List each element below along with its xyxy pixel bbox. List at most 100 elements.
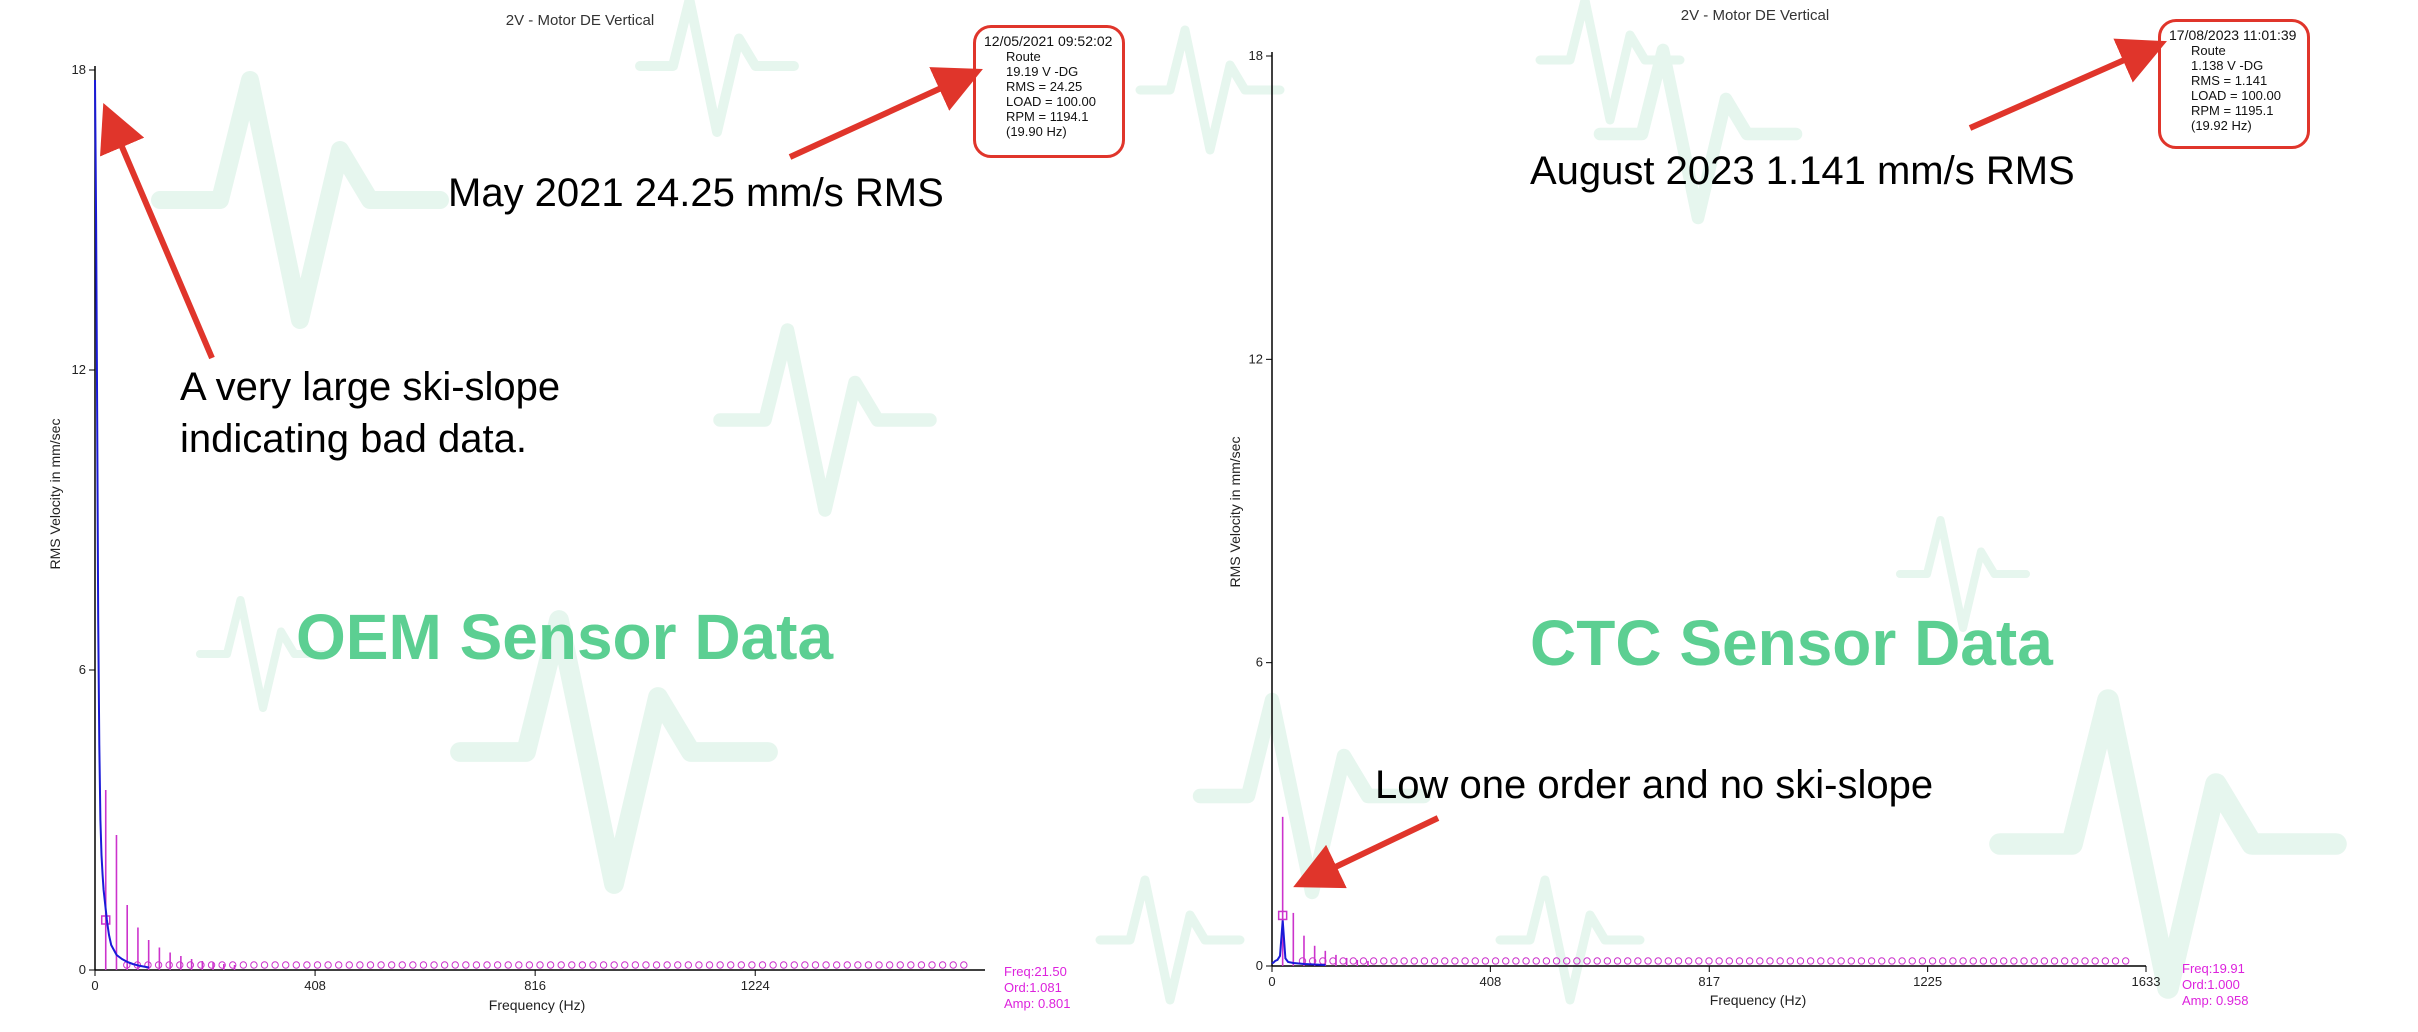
info-datetime: 12/05/2021 09:52:02 xyxy=(984,33,1113,49)
harmonic-marker xyxy=(557,961,565,969)
cursor-order: Ord:1.081 xyxy=(1004,980,1062,995)
note-annotation-line-1: A very large ski-slope xyxy=(180,365,561,409)
info-line: LOAD = 100.00 xyxy=(1006,94,1096,109)
harmonic-marker xyxy=(1542,957,1551,965)
measurement-info-box: 12/05/2021 09:52:02 Route 19.19 V -DG RM… xyxy=(973,25,1125,158)
harmonic-marker xyxy=(2060,957,2069,965)
spectrum-chart-ctc: 2V - Motor DE Vertical RMS Velocity in m… xyxy=(1227,7,2249,1008)
harmonic-marker xyxy=(1369,957,1378,965)
y-axis-label: RMS Velocity in mm/sec xyxy=(47,419,63,570)
y-tick-label: 0 xyxy=(1256,958,1263,973)
watermark-heartbeat xyxy=(1192,692,1432,900)
harmonic-marker xyxy=(875,961,883,969)
y-tick-label: 12 xyxy=(72,362,86,377)
harmonic-marker xyxy=(515,961,523,969)
harmonic-marker xyxy=(1979,957,1988,965)
harmonic-marker xyxy=(2111,957,2120,965)
panel-label-ctc: CTC Sensor Data xyxy=(1530,607,2053,679)
harmonic-marker xyxy=(483,961,491,969)
harmonic-marker xyxy=(1400,957,1408,965)
harmonic-marker xyxy=(811,961,820,969)
watermark-heartbeat xyxy=(450,610,778,894)
x-tick-label: 1225 xyxy=(1913,974,1942,989)
harmonic-marker xyxy=(1349,957,1358,965)
headline-annotation: August 2023 1.141 mm/s RMS xyxy=(1530,149,2075,193)
cursor-freq: Freq:19.91 xyxy=(2182,961,2245,976)
harmonic-marker xyxy=(409,961,417,969)
harmonic-marker xyxy=(493,961,502,969)
spectrum-line xyxy=(1271,920,1326,966)
x-tick-label: 817 xyxy=(1698,974,1720,989)
harmonic-marker xyxy=(832,961,841,969)
harmonic-marker xyxy=(303,961,311,969)
harmonic-marker xyxy=(1908,957,1916,965)
headline-annotation: May 2021 24.25 mm/s RMS xyxy=(448,171,944,215)
harmonic-marker xyxy=(430,961,438,969)
harmonic-marker xyxy=(345,961,353,969)
plot-area: 0 6 12 18 0 408 816 1224 xyxy=(72,62,985,993)
harmonic-marker xyxy=(1837,957,1845,965)
harmonic-marker xyxy=(451,961,459,969)
x-tick-label: 408 xyxy=(304,978,326,993)
harmonic-marker xyxy=(631,961,640,969)
harmonic-marker xyxy=(1390,957,1398,965)
harmonic-marker xyxy=(885,961,894,969)
harmonic-marker xyxy=(229,961,237,969)
harmonic-marker xyxy=(1888,957,1896,965)
harmonic-marker xyxy=(938,961,947,969)
harmonic-marker xyxy=(1552,957,1561,965)
note-annotation-line-2: indicating bad data. xyxy=(180,417,527,461)
harmonic-marker xyxy=(1878,957,1886,965)
harmonic-marker xyxy=(2010,957,2018,965)
info-line: RMS = 1.141 xyxy=(2191,73,2268,88)
watermark-heartbeat xyxy=(1593,43,1803,225)
harmonic-marker xyxy=(907,961,915,969)
watermark-heartbeat xyxy=(1895,515,2031,633)
harmonic-marker xyxy=(1410,957,1418,965)
harmonic-marker xyxy=(674,961,682,969)
harmonic-marker xyxy=(578,961,587,969)
harmonic-marker xyxy=(1613,957,1622,965)
harmonic-marker xyxy=(239,961,248,969)
harmonic-marker xyxy=(1532,957,1540,965)
harmonic-marker xyxy=(2000,957,2008,965)
harmonic-marker xyxy=(1603,957,1612,965)
harmonic-marker xyxy=(165,961,173,969)
x-tick-label: 1633 xyxy=(2132,974,2161,989)
info-line: (19.90 Hz) xyxy=(1006,124,1067,139)
harmonic-marker xyxy=(1857,957,1866,965)
chart-panel-oem: 2V - Motor DE Vertical RMS Velocity in m… xyxy=(47,12,1125,1013)
harmonic-marker xyxy=(462,961,470,969)
harmonic-marker xyxy=(1796,957,1805,965)
watermark-heartbeat xyxy=(1989,689,2347,999)
watermark-heartbeat xyxy=(1535,0,1685,125)
harmonic-marker xyxy=(1939,957,1947,965)
harmonic-marker xyxy=(292,961,301,969)
harmonic-marker xyxy=(758,961,767,969)
harmonic-marker xyxy=(1776,957,1784,965)
spectrum-line xyxy=(94,79,150,969)
harmonic-marker xyxy=(790,961,798,969)
harmonic-marker xyxy=(398,961,406,969)
harmonic-marker xyxy=(1695,957,1703,965)
x-tick-label: 1224 xyxy=(741,978,770,993)
y-tick-label: 12 xyxy=(1249,351,1263,366)
x-axis-label: Frequency (Hz) xyxy=(1710,992,1806,1008)
harmonic-marker xyxy=(716,961,724,969)
y-tick-label: 6 xyxy=(79,662,86,677)
harmonic-marker xyxy=(663,961,671,969)
harmonic-marker xyxy=(2091,957,2099,965)
harmonic-marker xyxy=(366,961,375,969)
harmonic-marker xyxy=(684,961,693,969)
x-tick-label: 0 xyxy=(91,978,98,993)
harmonic-marker xyxy=(568,961,576,969)
harmonic-marker xyxy=(154,961,163,969)
harmonic-marker xyxy=(727,961,735,969)
cursor-amplitude: Amp: 0.801 xyxy=(1004,996,1071,1011)
harmonic-marker xyxy=(1573,957,1581,965)
cursor-amplitude: Amp: 0.958 xyxy=(2182,993,2249,1008)
harmonic-marker xyxy=(642,961,650,969)
harmonic-marker xyxy=(652,961,661,969)
harmonic-marker xyxy=(748,961,756,969)
harmonic-marker xyxy=(313,961,322,969)
